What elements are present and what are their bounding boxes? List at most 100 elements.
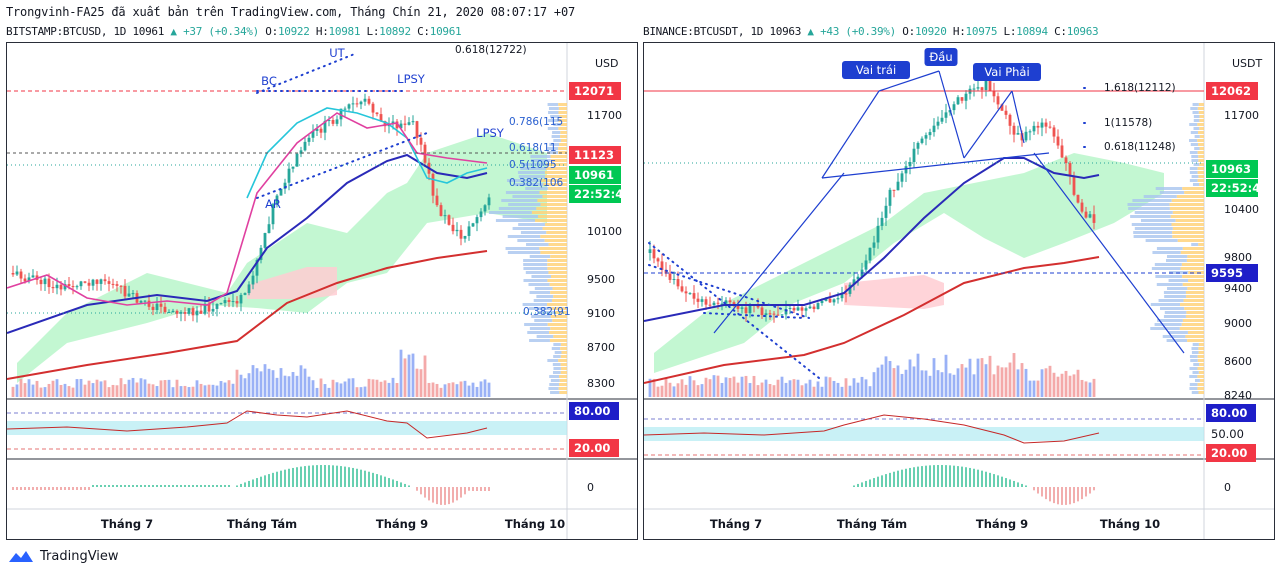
volume-bar [191, 386, 195, 397]
volume-profile-bar [547, 103, 559, 106]
volume-bar [179, 386, 183, 397]
volume-bar [1000, 367, 1004, 397]
volume-profile-bar [1189, 387, 1198, 390]
volume-bar [668, 382, 672, 397]
volume-bar [119, 378, 123, 397]
volume-profile-bar [538, 311, 555, 314]
volume-profile-bar [1151, 267, 1181, 270]
left-chart-canvas[interactable]: 0.618(12722) 0.786(115 0.618(11 0.5(1095 0.3… [7, 43, 637, 539]
fib-level-label: 0.786(115 [509, 116, 563, 128]
time-tick-label: Tháng Tám [837, 517, 907, 531]
volume-bar [407, 354, 411, 397]
right-chart-pane[interactable]: 1.618(12112) 1(11578) 0.618(11248) Đầu Vai t… [643, 42, 1275, 540]
macd-histogram-bar [372, 472, 374, 487]
volume-bar [107, 387, 111, 397]
candle-body [744, 307, 748, 314]
rsi-badge [1206, 404, 1256, 422]
volume-bar [1016, 369, 1020, 397]
dotted-trendline [256, 52, 358, 94]
candle-body [151, 306, 155, 310]
macd-histogram-bar [909, 467, 911, 487]
price-badge-label: 12062 [1211, 84, 1251, 98]
candle-body [487, 197, 491, 206]
volume-profile-bar [1198, 159, 1204, 162]
pattern-trendline [963, 90, 1013, 159]
macd-histogram-bar [925, 465, 927, 487]
candle-body [740, 307, 744, 309]
macd-histogram-bar [136, 485, 138, 487]
candle-body [832, 299, 836, 303]
volume-profile-bar [535, 219, 567, 222]
fib-level-label: 0.618(12722) [455, 44, 527, 56]
volume-profile-bar [547, 263, 567, 266]
candle-body [307, 137, 311, 142]
candle-body [407, 122, 411, 125]
volume-profile-bar [1133, 231, 1173, 234]
volume-profile-bar [1199, 147, 1204, 150]
macd-histogram-bar [981, 470, 983, 487]
candle-body [447, 215, 451, 225]
macd-histogram-bar [48, 487, 50, 490]
candle-body [712, 302, 716, 306]
volume-bar [652, 378, 656, 397]
candle-body [179, 312, 183, 314]
pattern-trendline [878, 70, 940, 92]
macd-histogram-bar [268, 474, 270, 487]
volume-bar [19, 378, 23, 397]
candle-body [788, 307, 792, 309]
candle-body [19, 271, 23, 279]
right-chart-canvas[interactable]: 1.618(12112) 1(11578) 0.618(11248) Đầu Vai t… [644, 43, 1274, 539]
volume-profile-bar [547, 151, 559, 154]
tradingview-footer[interactable]: TradingView [8, 548, 119, 564]
volume-bar [1052, 372, 1056, 397]
candle-body [996, 96, 1000, 105]
volume-profile-bar [559, 379, 567, 382]
candle-body [191, 308, 195, 316]
macd-histogram-bar [108, 485, 110, 487]
macd-histogram-bar [144, 485, 146, 487]
volume-bar [828, 377, 832, 397]
volume-profile-bar [1188, 271, 1204, 274]
left-chart-pane[interactable]: 0.618(12722) 0.786(115 0.618(11 0.5(1095 0.3… [6, 42, 638, 540]
annotation-box [924, 48, 958, 66]
candle-body [1044, 122, 1048, 127]
macd-histogram-bar [484, 487, 486, 491]
candle-body [219, 303, 223, 305]
volume-profile-bar [1197, 107, 1204, 110]
volume-bar [319, 378, 323, 397]
candle-body [808, 306, 812, 309]
volume-bar [768, 384, 772, 397]
volume-profile-bar [549, 307, 567, 310]
volume-bar [772, 385, 776, 397]
candle-body [39, 279, 43, 285]
volume-profile-bar [560, 135, 567, 138]
candle-body [1052, 127, 1056, 137]
macd-histogram-bar [196, 485, 198, 487]
volume-bar [1044, 368, 1048, 397]
macd-histogram-bar [432, 487, 434, 503]
price-badge [569, 82, 621, 100]
price-tick-label: 9500 [587, 273, 615, 286]
volume-bar [996, 365, 1000, 397]
wyckoff-annotation: AR [265, 197, 281, 211]
volume-profile-bar [1197, 367, 1204, 370]
volume-profile-bar [1155, 187, 1183, 190]
volume-profile-bar [1190, 359, 1198, 362]
macd-histogram-bar [308, 465, 310, 487]
volume-profile-bar [545, 175, 567, 178]
price-badge [1206, 160, 1258, 178]
candle-body [435, 195, 439, 206]
volume-profile-bar [558, 111, 567, 114]
volume-profile-bar [1199, 115, 1204, 118]
volume-profile-bar [1175, 219, 1204, 222]
volume-profile-bar [1181, 263, 1204, 266]
volume-profile-bar [1199, 379, 1204, 382]
volume-profile-bar [547, 323, 567, 326]
right-symbol-line: BINANCE:BTCUSDT, 1D 10963 ▲ +43 (+0.39%)… [643, 25, 1099, 38]
volume-profile-bar [1187, 331, 1204, 334]
candle-body [395, 121, 399, 129]
candle-body [680, 286, 684, 292]
volume-profile-bar [531, 159, 551, 162]
left-symbol-line: BITSTAMP:BTCUSD, 1D 10961 ▲ +37 (+0.34%)… [6, 25, 462, 38]
candle-body [1080, 202, 1084, 212]
